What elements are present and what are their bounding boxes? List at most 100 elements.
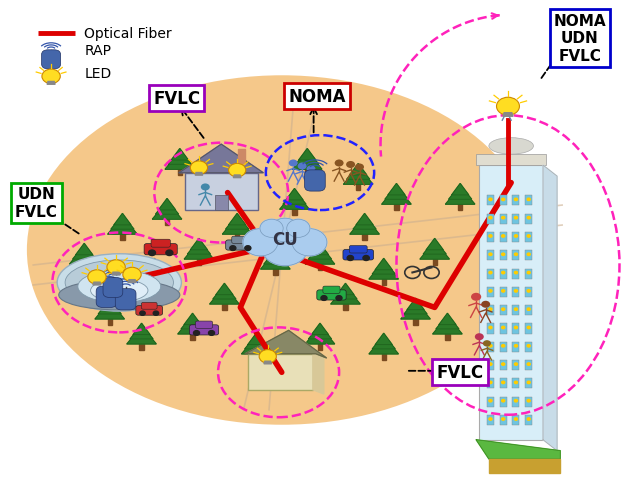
Polygon shape — [73, 245, 96, 260]
Circle shape — [259, 350, 276, 363]
Circle shape — [497, 98, 520, 116]
Circle shape — [515, 381, 518, 384]
Polygon shape — [489, 459, 560, 473]
Circle shape — [515, 400, 518, 402]
FancyBboxPatch shape — [343, 250, 374, 261]
FancyBboxPatch shape — [525, 250, 532, 261]
FancyBboxPatch shape — [500, 415, 507, 425]
Polygon shape — [449, 185, 472, 200]
FancyBboxPatch shape — [479, 166, 543, 440]
FancyBboxPatch shape — [487, 379, 494, 389]
Polygon shape — [213, 285, 236, 300]
Text: CU: CU — [272, 230, 298, 248]
Circle shape — [307, 166, 316, 173]
FancyBboxPatch shape — [525, 415, 532, 425]
FancyBboxPatch shape — [513, 342, 520, 352]
Polygon shape — [318, 263, 322, 271]
Circle shape — [527, 254, 530, 256]
Polygon shape — [426, 239, 444, 250]
Polygon shape — [292, 152, 322, 170]
Circle shape — [335, 160, 344, 167]
Polygon shape — [216, 284, 233, 295]
Polygon shape — [111, 215, 134, 229]
Circle shape — [321, 296, 327, 301]
FancyBboxPatch shape — [500, 287, 507, 297]
Polygon shape — [168, 151, 191, 165]
Polygon shape — [93, 283, 101, 286]
Polygon shape — [228, 214, 246, 225]
Circle shape — [270, 219, 300, 242]
Polygon shape — [264, 362, 271, 364]
Circle shape — [42, 70, 60, 84]
FancyBboxPatch shape — [500, 250, 507, 261]
Polygon shape — [372, 335, 396, 349]
Polygon shape — [130, 325, 153, 339]
Polygon shape — [407, 299, 424, 310]
Polygon shape — [318, 342, 322, 350]
FancyBboxPatch shape — [513, 360, 520, 370]
Polygon shape — [108, 317, 112, 325]
Circle shape — [515, 345, 518, 347]
Ellipse shape — [91, 280, 148, 302]
Circle shape — [481, 301, 490, 308]
Ellipse shape — [57, 254, 181, 312]
FancyBboxPatch shape — [513, 250, 520, 261]
Polygon shape — [308, 245, 332, 260]
Polygon shape — [353, 215, 376, 229]
Polygon shape — [172, 149, 188, 161]
Polygon shape — [344, 167, 373, 185]
Circle shape — [527, 309, 530, 311]
Circle shape — [527, 400, 530, 402]
Circle shape — [209, 331, 214, 336]
FancyBboxPatch shape — [525, 269, 532, 279]
Circle shape — [228, 164, 246, 177]
Polygon shape — [305, 168, 309, 176]
Circle shape — [489, 400, 492, 402]
FancyBboxPatch shape — [513, 232, 520, 242]
Circle shape — [502, 199, 505, 201]
Circle shape — [287, 220, 310, 238]
Circle shape — [489, 272, 492, 274]
Polygon shape — [350, 217, 380, 234]
FancyBboxPatch shape — [144, 244, 177, 256]
Ellipse shape — [78, 271, 161, 303]
Polygon shape — [404, 300, 427, 314]
Circle shape — [527, 381, 530, 384]
FancyBboxPatch shape — [513, 306, 520, 316]
Circle shape — [527, 199, 530, 201]
Circle shape — [502, 363, 505, 366]
Polygon shape — [305, 247, 335, 265]
Polygon shape — [156, 200, 179, 215]
Polygon shape — [248, 334, 265, 345]
FancyBboxPatch shape — [513, 415, 520, 425]
FancyBboxPatch shape — [317, 290, 346, 301]
FancyBboxPatch shape — [487, 196, 494, 206]
Polygon shape — [372, 260, 396, 275]
FancyBboxPatch shape — [500, 196, 507, 206]
FancyBboxPatch shape — [195, 322, 212, 329]
Circle shape — [489, 199, 492, 201]
Text: NOMA: NOMA — [288, 88, 346, 106]
FancyBboxPatch shape — [525, 196, 532, 206]
Circle shape — [289, 160, 298, 167]
Polygon shape — [184, 314, 201, 325]
FancyBboxPatch shape — [103, 278, 123, 298]
Polygon shape — [82, 263, 86, 271]
Polygon shape — [280, 192, 309, 210]
Text: FVLC: FVLC — [436, 364, 484, 382]
Polygon shape — [190, 239, 207, 250]
FancyBboxPatch shape — [513, 379, 520, 389]
Polygon shape — [423, 240, 446, 255]
Circle shape — [489, 363, 492, 366]
FancyBboxPatch shape — [500, 397, 507, 407]
Polygon shape — [337, 284, 354, 295]
Polygon shape — [308, 325, 332, 339]
Polygon shape — [47, 82, 55, 85]
FancyBboxPatch shape — [323, 287, 340, 294]
Polygon shape — [159, 199, 175, 210]
Polygon shape — [244, 335, 268, 349]
Ellipse shape — [489, 138, 534, 155]
Circle shape — [489, 345, 492, 347]
FancyBboxPatch shape — [487, 360, 494, 370]
Circle shape — [502, 327, 505, 329]
